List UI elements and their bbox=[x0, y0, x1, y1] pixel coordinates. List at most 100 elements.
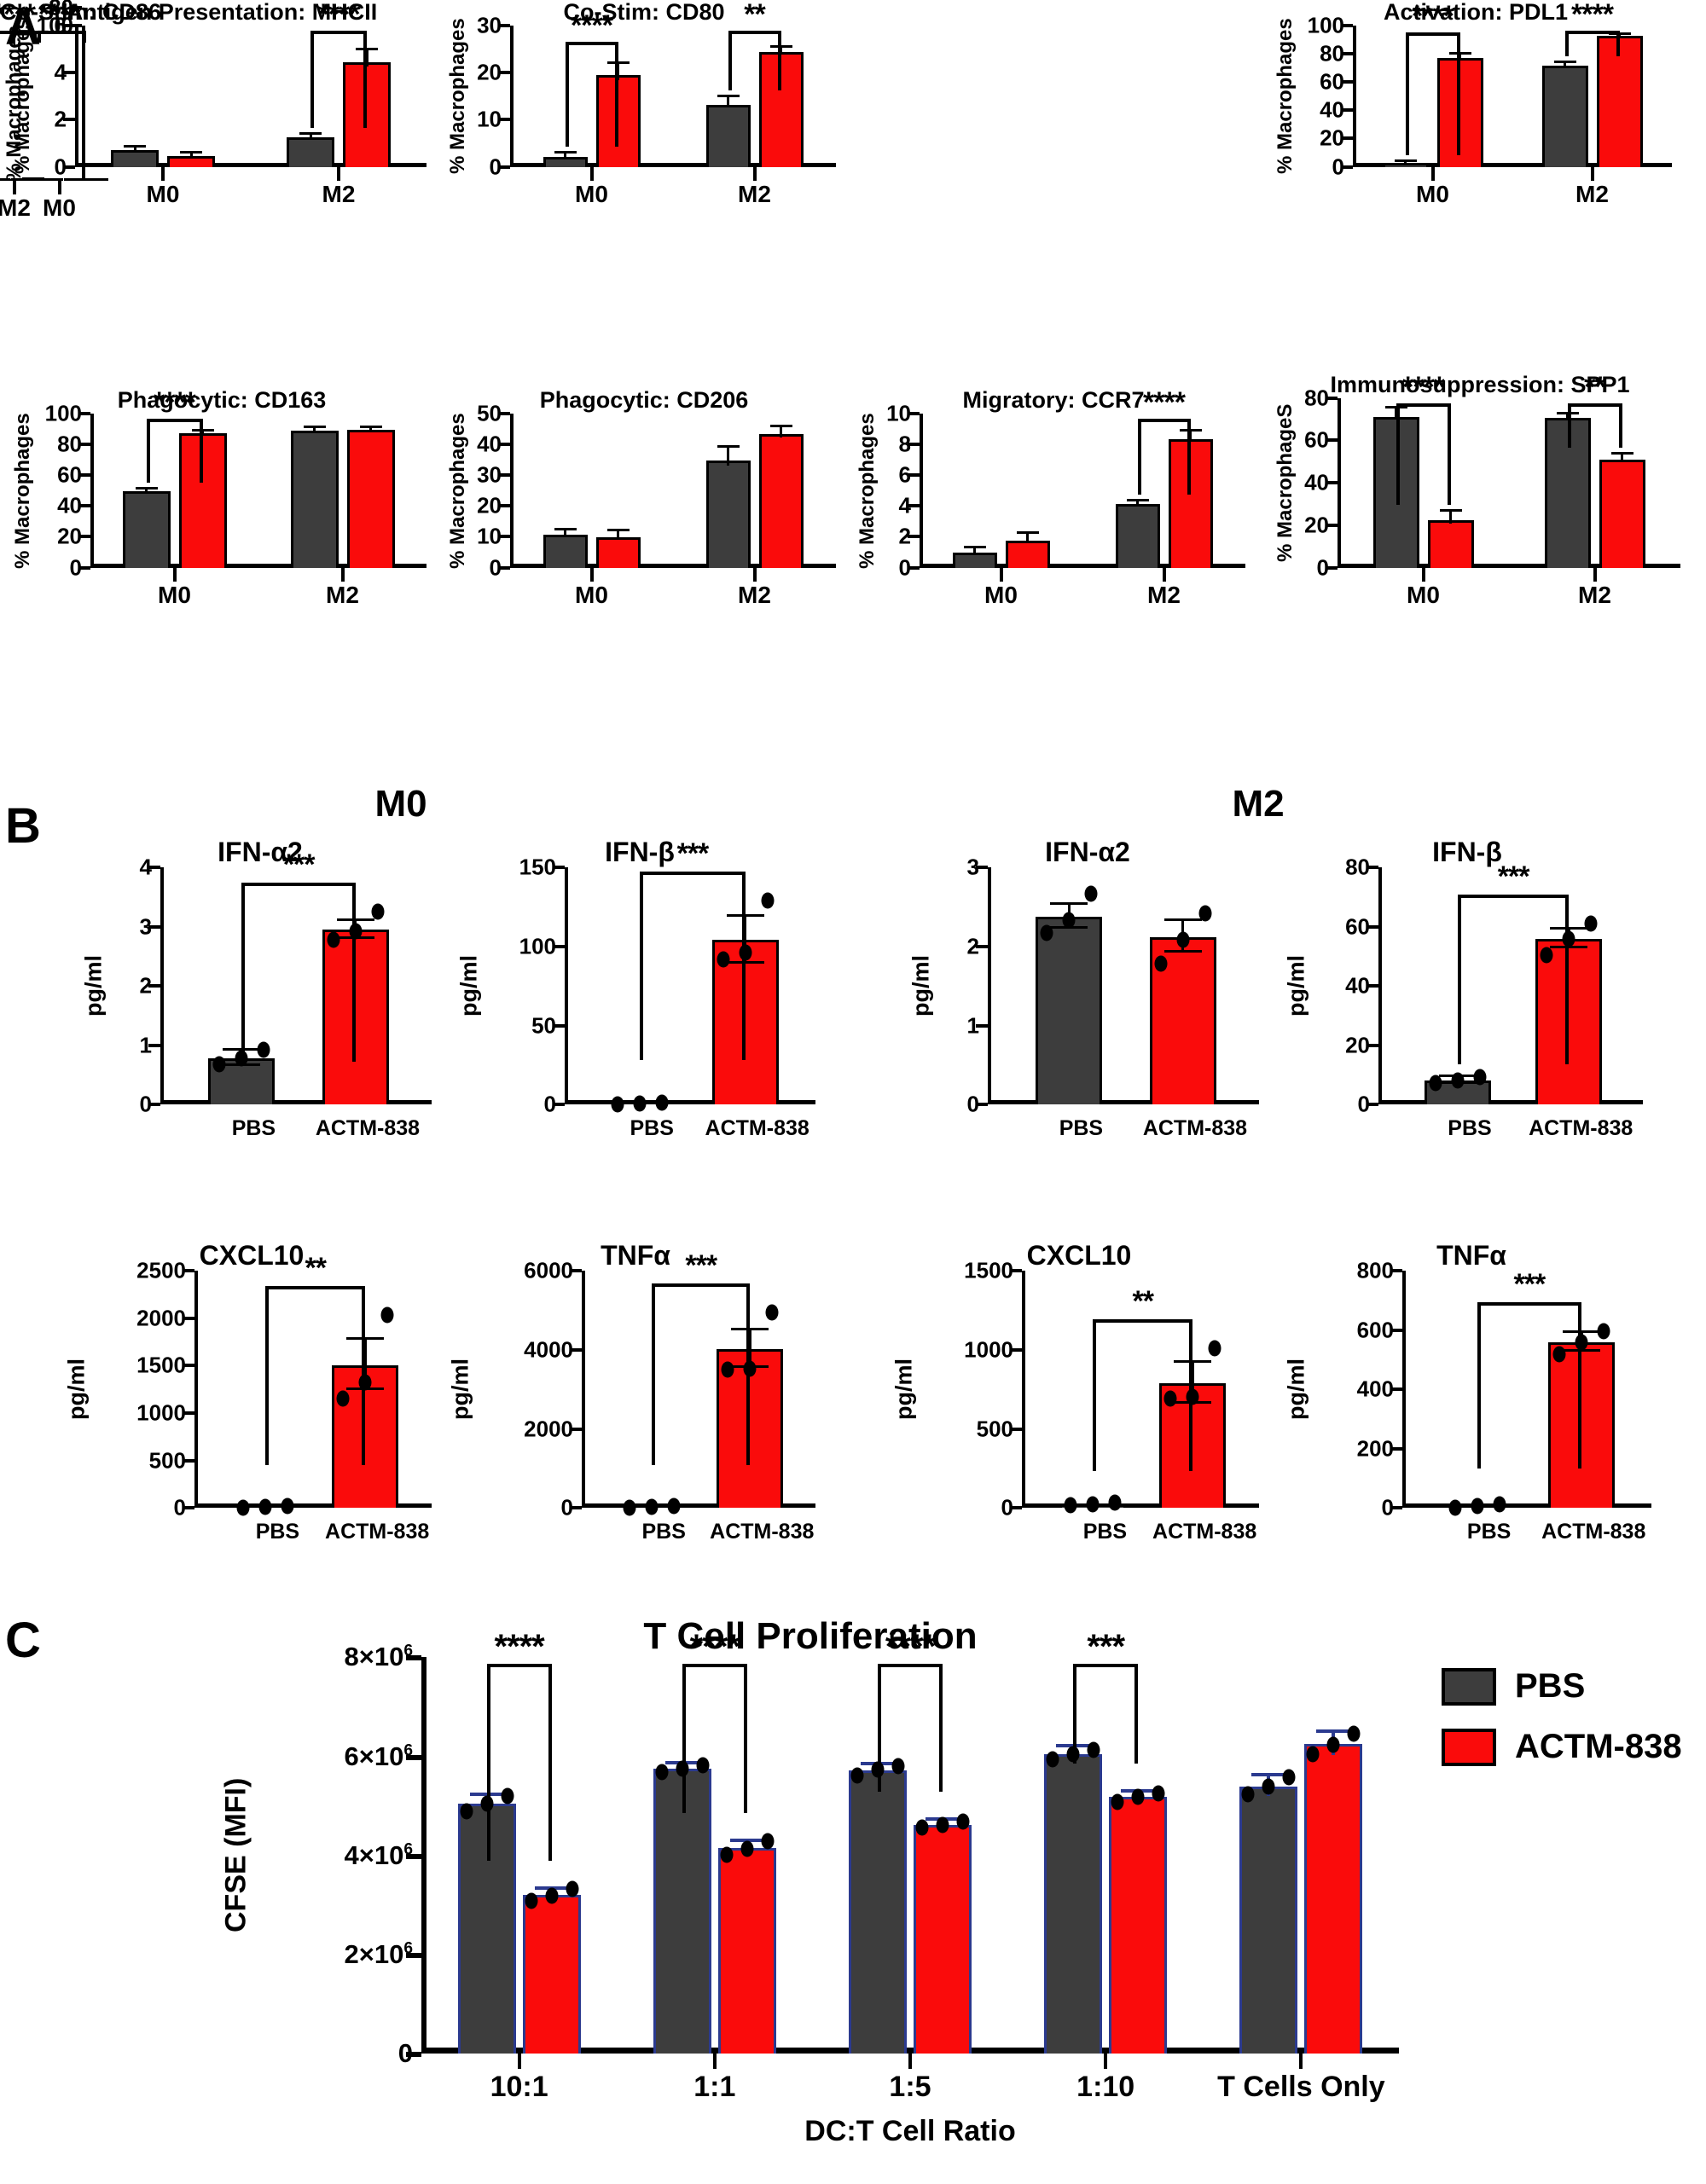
error-bar bbox=[1404, 162, 1407, 164]
y-tick-label: 1 bbox=[139, 1032, 152, 1058]
y-tick-mark bbox=[78, 504, 90, 508]
error-bar-cap bbox=[1394, 159, 1417, 163]
x-tick-mark bbox=[517, 2054, 521, 2070]
error-bar-cap bbox=[124, 145, 146, 148]
bar-pbs bbox=[1044, 1753, 1103, 2054]
data-point bbox=[720, 1846, 734, 1863]
y-tick-label: 2 bbox=[966, 933, 979, 959]
y-axis-line bbox=[160, 867, 164, 1105]
x-axis-label: DC:T Cell Ratio bbox=[804, 2115, 1016, 2148]
panel-letter-b: B bbox=[5, 798, 41, 854]
significance-bracket bbox=[1073, 1664, 1139, 1764]
data-point bbox=[1306, 1746, 1320, 1763]
data-point bbox=[667, 1498, 681, 1515]
x-tick-label: ACTM-838 bbox=[710, 1520, 815, 1544]
y-tick-mark bbox=[1341, 136, 1353, 141]
bar-actm bbox=[1548, 1342, 1616, 1509]
significance-bracket bbox=[878, 1664, 943, 1793]
significance-bracket bbox=[486, 1664, 552, 1861]
significance-label: **** bbox=[1412, 0, 1454, 32]
y-tick-label: 2 bbox=[139, 972, 152, 999]
y-tick-label: 80 bbox=[1304, 385, 1329, 411]
chart-ccr7: Migratory: CCR7 % Macrophages 0 2 4 6 8 10 **** M… bbox=[853, 386, 1254, 631]
bar-pbs bbox=[543, 156, 588, 167]
x-tick-label: M0 bbox=[43, 194, 76, 222]
x-tick-label: ACTM-838 bbox=[1541, 1520, 1646, 1544]
x-tick-label: M2 bbox=[1575, 180, 1609, 207]
x-axis-line bbox=[1402, 1503, 1651, 1509]
y-tick-mark bbox=[63, 23, 75, 27]
x-tick-mark bbox=[1593, 567, 1597, 582]
y-tick-label: 3 bbox=[139, 913, 152, 940]
y-tick-mark bbox=[1010, 1269, 1022, 1273]
bar-actm bbox=[346, 429, 395, 568]
data-point bbox=[1154, 955, 1168, 972]
data-point bbox=[1108, 1494, 1122, 1511]
y-tick-label: 40 bbox=[1320, 96, 1344, 123]
chart-title: CXCL10 bbox=[1026, 1240, 1132, 1271]
x-axis-line bbox=[1338, 563, 1680, 568]
error-bar bbox=[617, 64, 619, 80]
y-tick-mark bbox=[78, 442, 90, 446]
x-tick-label: PBS bbox=[1082, 1520, 1128, 1544]
x-tick-label: PBS bbox=[630, 1116, 674, 1141]
x-tick-label: M2 bbox=[322, 180, 356, 207]
y-tick-mark bbox=[553, 944, 565, 948]
bar-pbs bbox=[1115, 503, 1160, 568]
y-tick-mark bbox=[1010, 1506, 1022, 1510]
data-point bbox=[633, 1095, 647, 1112]
bar-actm bbox=[1168, 438, 1213, 568]
chart-title: CXCL10 bbox=[199, 1240, 305, 1271]
y-tick-mark bbox=[976, 1023, 988, 1028]
x-tick-mark bbox=[999, 567, 1003, 582]
x-tick-label: PBS bbox=[231, 1116, 276, 1141]
bar-pbs bbox=[705, 104, 751, 167]
x-tick-label: M2 bbox=[738, 180, 771, 207]
data-point bbox=[336, 1390, 350, 1407]
plot-area: **** bbox=[63, 0, 426, 169]
y-tick-label: 2000 bbox=[524, 1416, 573, 1442]
y-tick-mark bbox=[1367, 866, 1378, 870]
error-bar-cap bbox=[769, 424, 792, 427]
x-axis-line bbox=[510, 162, 836, 167]
significance-bracket bbox=[1405, 32, 1460, 156]
chart-title: IFN-α2 bbox=[1045, 837, 1130, 867]
y-tick-mark bbox=[1341, 23, 1353, 27]
data-point bbox=[1087, 1741, 1100, 1758]
y-tick-label: 200 bbox=[1356, 1435, 1394, 1462]
y-tick-mark bbox=[976, 1103, 988, 1107]
chart-spp1: Immunosuppression: SPP1 % MacrophageS 0 20 4… bbox=[1271, 371, 1689, 631]
y-tick-label: 3 bbox=[966, 854, 979, 880]
x-tick-label: 10:1 bbox=[490, 2071, 548, 2104]
bar-actm bbox=[1599, 459, 1645, 568]
data-point bbox=[1064, 1497, 1077, 1514]
error-bar-cap bbox=[29, 177, 52, 181]
bar-pbs bbox=[122, 490, 171, 568]
y-tick-label: 2000 bbox=[136, 1305, 186, 1331]
y-tick-mark bbox=[148, 924, 160, 929]
y-tick-label: 20 bbox=[57, 523, 82, 549]
y-tick-mark bbox=[1367, 1043, 1378, 1047]
x-tick-label: M0 bbox=[575, 180, 608, 207]
y-tick-mark bbox=[1326, 396, 1338, 400]
chart-m2-ifn-beta: IFN-β pg/ml 0 20 40 60 80 *** PBS ACTM-838 bbox=[1280, 837, 1655, 1179]
error-bar bbox=[727, 96, 729, 108]
y-axis-label: % Macrophages bbox=[3, 25, 26, 182]
x-axis-line bbox=[1353, 162, 1672, 167]
y-axis-ticks: 0 10 20 30 bbox=[473, 12, 510, 179]
x-axis-line bbox=[160, 1100, 432, 1105]
y-tick-mark bbox=[1390, 1446, 1402, 1451]
error-bar bbox=[744, 916, 747, 965]
chart-title: TNFα bbox=[1436, 1240, 1506, 1271]
y-tick-mark bbox=[1326, 523, 1338, 527]
significance-label: *** bbox=[676, 837, 710, 871]
error-bar bbox=[1191, 1362, 1194, 1404]
y-tick-mark bbox=[1010, 1347, 1022, 1352]
y-tick-label: 150 bbox=[519, 854, 556, 880]
x-axis-line bbox=[1022, 1503, 1259, 1509]
y-tick-mark bbox=[908, 473, 920, 478]
data-point bbox=[1086, 1496, 1100, 1513]
error-bar-cap bbox=[1563, 1330, 1601, 1334]
significance-label: **** bbox=[571, 9, 613, 43]
y-tick-mark bbox=[1367, 1103, 1378, 1107]
